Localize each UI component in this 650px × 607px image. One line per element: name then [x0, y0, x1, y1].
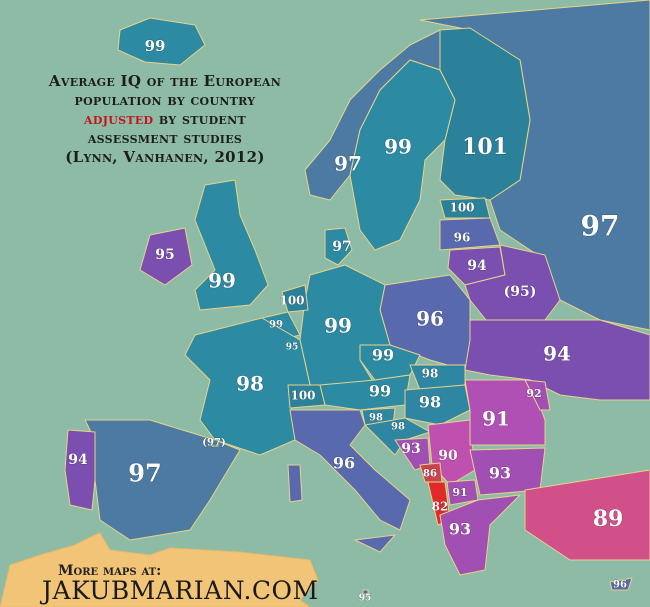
- iq-value-label: 99: [269, 320, 283, 331]
- iq-value-label: 93: [449, 520, 471, 539]
- country-ireland: [139, 227, 193, 286]
- country-sardinia: [287, 464, 303, 503]
- iq-value-label: 101: [462, 134, 508, 160]
- iq-value-label: 82: [432, 500, 449, 514]
- iq-value-label: 100: [449, 201, 474, 215]
- iq-value-label: 100: [290, 389, 315, 403]
- title-adjusted: adjusted: [84, 110, 154, 128]
- country-ukraine: [464, 319, 650, 401]
- banner-more-maps: More maps at:: [58, 563, 162, 579]
- iq-value-label: 89: [593, 506, 624, 532]
- iq-value-label: 97: [128, 459, 161, 488]
- iq-value-label: 99: [324, 314, 352, 338]
- country-uk: [194, 179, 269, 311]
- country-cyprus: [609, 577, 633, 591]
- iq-value-label: 99: [372, 346, 394, 365]
- title-line-3: adjusted by student: [0, 110, 330, 129]
- map-title: Average IQ of the European population by…: [0, 72, 330, 167]
- iq-value-label: 96: [454, 231, 471, 245]
- country-malta: [362, 589, 369, 595]
- country-france: [184, 317, 311, 456]
- iq-value-label: 99: [208, 269, 236, 293]
- iq-value-label: 96: [333, 454, 355, 473]
- iq-value-label: 99: [384, 135, 412, 159]
- iq-value-label: 94: [467, 258, 487, 274]
- iq-value-label: 98: [419, 393, 441, 412]
- iq-value-label: 98: [369, 413, 383, 424]
- country-turkey: [524, 469, 650, 561]
- iq-value-label: 99: [369, 382, 391, 401]
- iq-value-label: 90: [438, 448, 458, 464]
- iq-value-label: 95: [359, 594, 372, 604]
- iq-value-label: (97): [202, 438, 225, 449]
- title-line-2: population by country: [74, 91, 256, 109]
- iq-value-label: 96: [416, 307, 444, 331]
- title-line-3-rest: by student: [153, 110, 246, 128]
- iq-value-label: 95: [155, 247, 174, 263]
- country-germany: [299, 264, 391, 391]
- iq-value-label: 97: [581, 210, 620, 243]
- country-iceland: [117, 17, 206, 66]
- title-line-1: Average IQ of the European: [48, 72, 282, 90]
- iq-value-label: 98: [236, 372, 264, 396]
- country-sweden: [349, 59, 456, 251]
- iq-value-label: 97: [334, 152, 362, 176]
- country-denmark: [324, 227, 353, 266]
- iq-value-label: 95: [286, 343, 299, 353]
- country-netherlands: [281, 284, 309, 313]
- country-andorra: [211, 439, 219, 447]
- iq-value-label: 100: [279, 294, 304, 308]
- country-moldova: [524, 379, 551, 411]
- country-hungary: [404, 384, 471, 426]
- country-portugal: [64, 429, 96, 511]
- iq-value-label: 98: [422, 367, 439, 381]
- title-line-5: (Lynn, Vanhanen, 2012): [65, 148, 265, 166]
- country-greece: [439, 494, 521, 576]
- iq-value-label: 98: [391, 422, 405, 433]
- iq-value-label: 94: [68, 452, 88, 468]
- iq-value-label: 91: [452, 486, 467, 499]
- iq-value-label: 96: [613, 580, 627, 591]
- iq-value-label: 91: [482, 407, 510, 431]
- iq-value-label: 94: [543, 342, 571, 366]
- iq-value-label: 86: [423, 469, 437, 480]
- website-banner: [0, 532, 319, 607]
- iq-value-label: 93: [489, 464, 511, 483]
- iq-value-label: (95): [504, 284, 537, 300]
- country-italy: [289, 409, 411, 531]
- iq-value-label: 92: [526, 387, 541, 400]
- title-line-4: assessment studies: [87, 129, 243, 147]
- iq-value-label: 97: [332, 239, 351, 255]
- iq-value-label: 99: [145, 37, 166, 55]
- iq-value-label: 93: [401, 441, 420, 457]
- country-sicily: [354, 534, 396, 553]
- banner-website-link[interactable]: JAKUBMARIAN.COM: [42, 576, 319, 605]
